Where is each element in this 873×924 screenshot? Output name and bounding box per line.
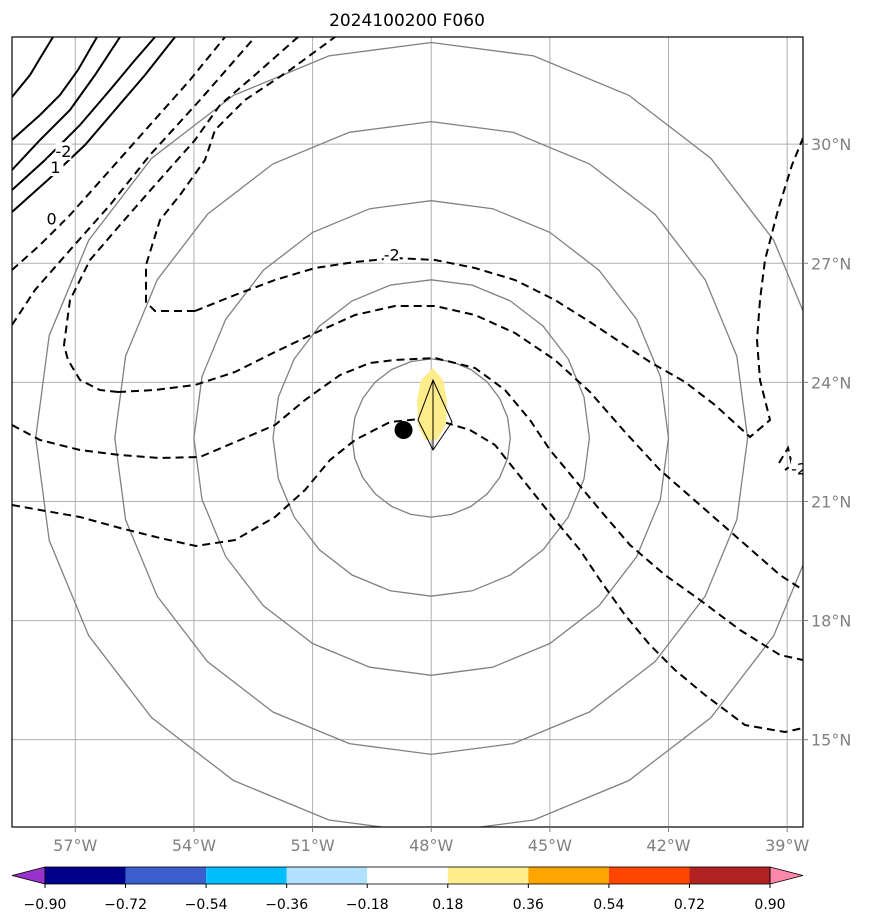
colorbar-segment [689,867,770,884]
colorbar-outline [44,866,771,885]
colorbar-segment [447,867,529,884]
contour-label-bg [55,142,72,161]
range-ring [193,200,670,676]
contour-label-bg [47,158,64,177]
contour-solid-2 [12,37,98,141]
contour-dashed-f [117,305,803,591]
colorbar-tick-label: 0.54 [593,897,624,913]
contour-dashed-b [12,37,256,326]
contour-solid-3 [12,37,121,171]
tick-label-lat: 27°N [811,254,851,273]
contour-label-bg [43,209,60,228]
contour-lines [12,37,803,734]
colorbar-tick-label: −0.54 [185,897,228,913]
contour-dashed-a [12,37,226,271]
tick-label-lat: 15°N [811,731,851,750]
tick-label-lon: 51°W [290,836,334,855]
colorbar: −0.90 −0.72 −0.54 −0.36 −0.18 0.18 0.36 0.54 0.7… [11,866,804,913]
tick-label-lon: 45°W [528,836,572,855]
axis-ticks: 57°W 54°W 51°W 48°W 45°W 42°W 39°W 30°N 27°N 24°N… [53,135,851,855]
contour-labels: -210-2-2 [43,142,807,479]
tick-label-lat: 30°N [811,135,851,154]
tick-label-lon: 57°W [53,836,97,855]
colorbar-extend-low [11,866,46,885]
contour-dashed-d [145,37,336,312]
colorbar-tick-label: 0.72 [674,897,705,913]
colorbar-segment [528,867,609,884]
tick-label-lat: 18°N [811,612,851,631]
contour-label: 1 [50,158,60,177]
contour-label: 0 [46,210,56,229]
colorbar-tick-label: −0.36 [265,897,308,913]
colorbar-segment [286,867,368,884]
tick-label-lat: 21°N [811,492,851,511]
colorbar-segment [206,867,287,884]
contour-label: -2 [791,460,807,479]
colorbar-segment [125,867,207,884]
colorbar-extend-high [769,866,804,885]
colorbar-tick-label: 0.36 [513,897,544,913]
colorbar-tick-label: 0.18 [432,897,463,913]
tick-label-lon: 42°W [646,836,690,855]
contour-dashed-h [12,416,803,734]
shaded-area [417,368,447,440]
gridlines [12,37,803,827]
colorbar-segment [367,867,448,884]
contour-label-bg [383,245,400,264]
map-frame [11,36,804,828]
contour-label: -2 [55,142,71,161]
colorbar-tick-label: 0.90 [754,897,785,913]
tick-label-lat: 24°N [811,373,851,392]
colorbar-segment [45,867,126,884]
contour-dashed-e [194,137,803,439]
tick-label-lon: 39°W [765,836,809,855]
range-ring [351,358,511,518]
tick-label-lon: 48°W [409,836,453,855]
colorbar-tick-label: −0.18 [346,897,389,913]
contour-solid-4 [12,37,156,191]
contour-solid-1 [12,37,54,98]
storm-center-marker [394,421,413,440]
triangle-marker [417,378,453,451]
contour-label-bg [791,459,803,478]
contour-solid-5 [12,37,176,213]
contour-dashed-i [778,445,794,471]
chart-title: 2024100200 F060 [329,11,485,31]
colorbar-tick-label: −0.90 [24,897,67,913]
colorbar-segment [608,867,690,884]
contour-label: -2 [384,245,400,264]
range-ring [272,279,591,597]
contour-dashed-g [12,356,803,661]
contour-dashed-c [62,37,299,393]
tick-label-lon: 54°W [172,836,216,855]
colorbar-tick-label: −0.72 [104,897,147,913]
range-ring [114,120,749,756]
